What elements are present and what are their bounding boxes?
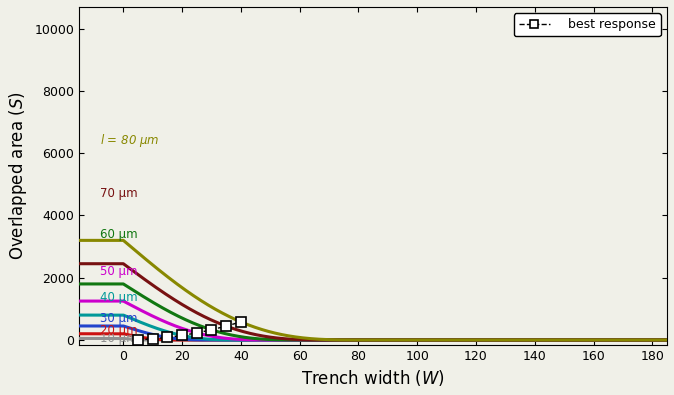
Text: 50 μm: 50 μm [100, 265, 137, 278]
Text: 40 μm: 40 μm [100, 292, 137, 305]
X-axis label: Trench width ($W$): Trench width ($W$) [301, 368, 445, 388]
Text: 10 μm: 10 μm [100, 332, 137, 345]
Text: 60 μm: 60 μm [100, 228, 137, 241]
Text: 70 μm: 70 μm [100, 187, 137, 200]
Text: $l$ = 80 μm: $l$ = 80 μm [100, 132, 159, 149]
Text: 30 μm: 30 μm [100, 312, 137, 325]
Text: 20 μm: 20 μm [100, 324, 137, 337]
Y-axis label: Overlapped area ($S$): Overlapped area ($S$) [7, 91, 29, 260]
Legend:   best response: best response [514, 13, 661, 36]
